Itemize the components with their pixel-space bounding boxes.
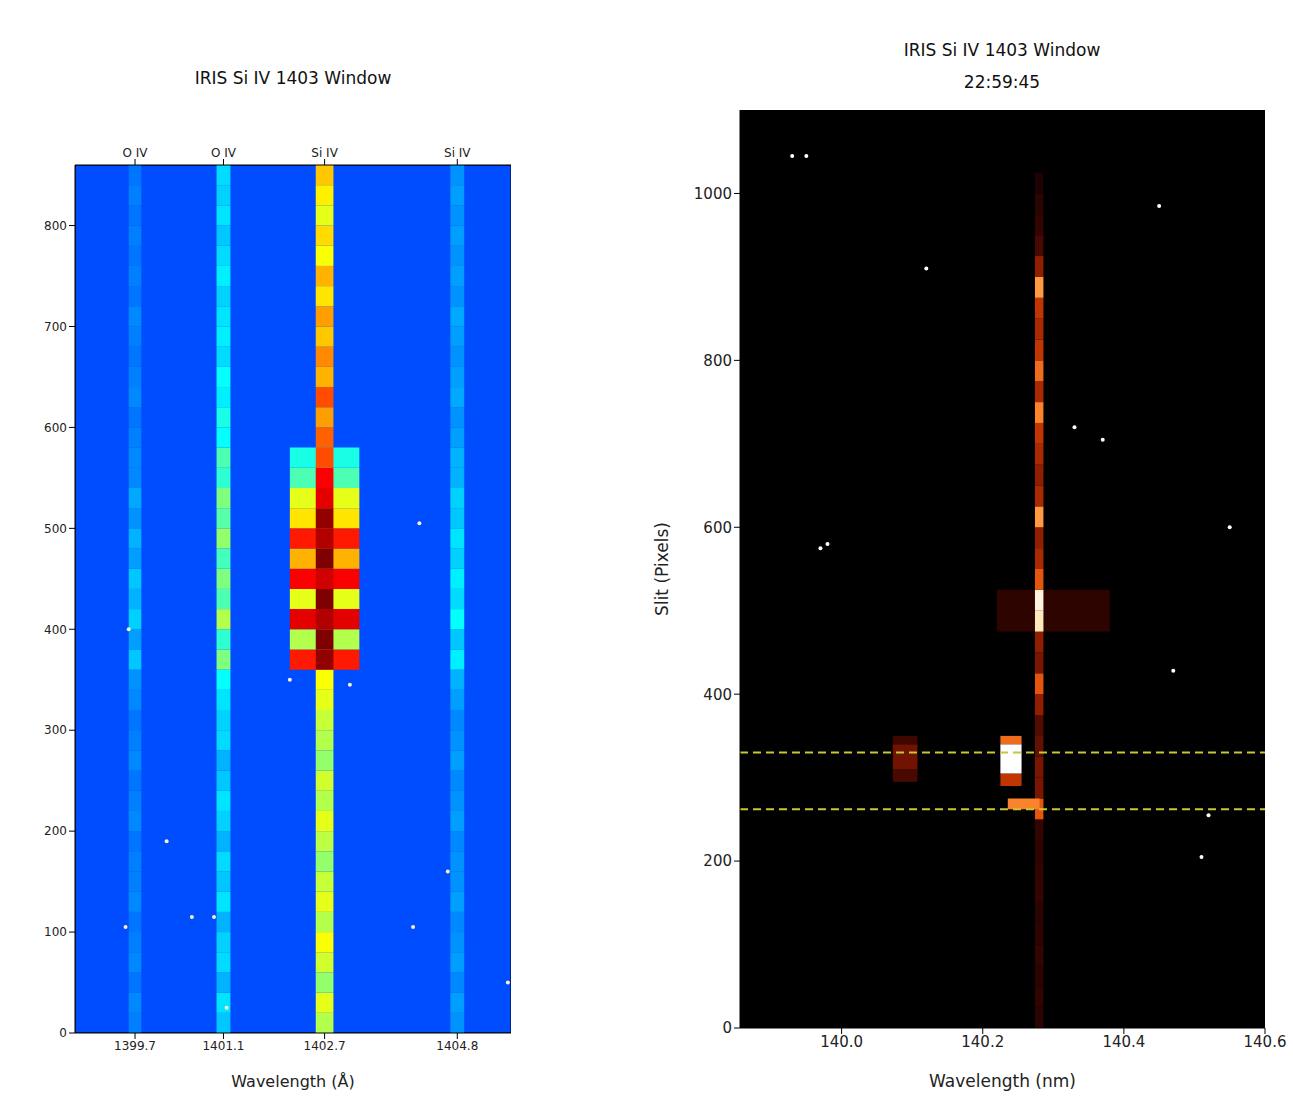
html-text:IRIS Si IV 1403 Window: IRIS Si IV 1403 Window — [194, 68, 392, 88]
svg-text:200: 200 — [703, 852, 732, 870]
svg-text:100: 100 — [44, 925, 67, 939]
svg-text:700: 700 — [44, 320, 67, 334]
svg-text:Wavelength (Å): Wavelength (Å) — [231, 1072, 354, 1091]
svg-text:1401.1: 1401.1 — [202, 1039, 244, 1053]
svg-text:Slit (Pixels): Slit (Pixels) — [652, 522, 672, 616]
svg-text:1000: 1000 — [694, 185, 732, 203]
svg-text:800: 800 — [44, 219, 67, 233]
svg-text:200: 200 — [44, 824, 67, 838]
svg-text:Si IV: Si IV — [311, 146, 338, 160]
html-text:IRIS Si IV 1403 Window: IRIS Si IV 1403 Window — [903, 40, 1101, 60]
svg-text:1402.7: 1402.7 — [304, 1039, 346, 1053]
svg-text:0: 0 — [59, 1026, 67, 1040]
svg-text:140.2: 140.2 — [961, 1033, 1004, 1051]
svg-text:0: 0 — [722, 1019, 732, 1037]
svg-text:500: 500 — [44, 522, 67, 536]
svg-text:300: 300 — [44, 723, 67, 737]
svg-text:1404.8: 1404.8 — [436, 1039, 478, 1053]
svg-text:1399.7: 1399.7 — [114, 1039, 156, 1053]
svg-text:400: 400 — [703, 686, 732, 704]
svg-text:Wavelength (nm): Wavelength (nm) — [929, 1071, 1076, 1091]
svg-text:140.0: 140.0 — [820, 1033, 863, 1051]
svg-text:140.6: 140.6 — [1244, 1033, 1287, 1051]
svg-text:800: 800 — [703, 352, 732, 370]
html-text:22:59:45: 22:59:45 — [963, 72, 1041, 92]
svg-text:Si IV: Si IV — [444, 146, 471, 160]
svg-text:140.4: 140.4 — [1102, 1033, 1145, 1051]
svg-text:600: 600 — [703, 519, 732, 537]
svg-text:O IV: O IV — [123, 146, 149, 160]
svg-text:400: 400 — [44, 623, 67, 637]
svg-text:600: 600 — [44, 421, 67, 435]
svg-text:O IV: O IV — [211, 146, 237, 160]
